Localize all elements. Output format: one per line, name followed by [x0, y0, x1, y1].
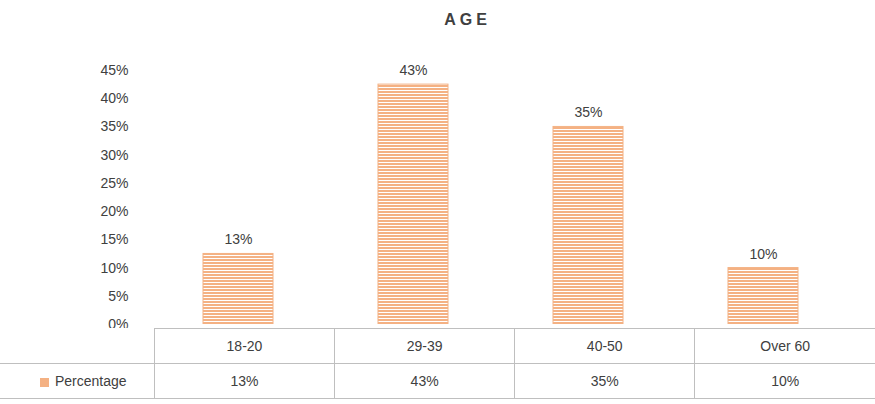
html-text:18-20: 18-20 [226, 338, 263, 354]
svg-text:25%: 25% [100, 175, 128, 191]
html-text:40-50: 40-50 [586, 338, 623, 354]
svg-text:40%: 40% [100, 90, 128, 106]
svg-text:10%: 10% [749, 246, 777, 262]
html-text:Over 60: Over 60 [760, 338, 811, 354]
svg-text:0%: 0% [108, 316, 128, 328]
html-text:AGE: AGE [444, 11, 491, 28]
html-text:43%: 43% [410, 373, 439, 389]
svg-text:35%: 35% [100, 118, 128, 134]
html-text:13%: 13% [230, 373, 259, 389]
svg-text:20%: 20% [100, 203, 128, 219]
svg-text:45%: 45% [100, 62, 128, 78]
html-text:29-39: 29-39 [406, 338, 443, 354]
svg-text:43%: 43% [399, 62, 427, 78]
html-text:Percentage: Percentage [55, 373, 127, 389]
svg-text:35%: 35% [574, 104, 602, 120]
svg-text:30%: 30% [100, 147, 128, 163]
svg-text:10%: 10% [100, 260, 128, 276]
html-text:10%: 10% [771, 373, 800, 389]
svg-text:5%: 5% [108, 288, 128, 304]
html-text:35%: 35% [590, 373, 619, 389]
svg-text:15%: 15% [100, 231, 128, 247]
svg-text:13%: 13% [224, 231, 252, 247]
